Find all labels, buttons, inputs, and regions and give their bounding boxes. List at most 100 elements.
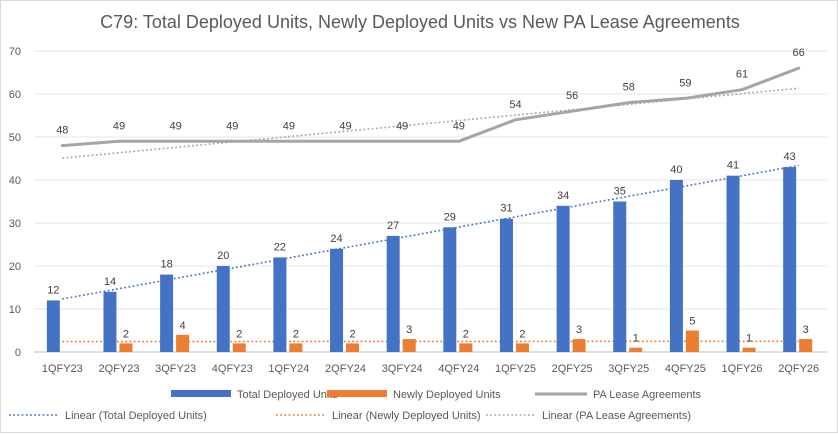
label-pa-1QFY25: 54 <box>509 99 521 111</box>
y-tick-label-70: 70 <box>9 46 21 58</box>
legend-label-1: Total Deployed Units <box>237 389 338 401</box>
label-pa-2QFY23: 49 <box>113 120 125 132</box>
x-tick-label-1QFY23: 1QFY23 <box>42 363 83 375</box>
bar-total-1QFY23 <box>47 300 60 352</box>
x-tick-label-1QFY24: 1QFY24 <box>268 363 309 375</box>
bar-new-3QFY25 <box>629 348 642 352</box>
label-pa-4QFY25: 59 <box>679 77 691 89</box>
label-pa-1QFY26: 61 <box>736 69 748 81</box>
x-tick-label-3QFY25: 3QFY25 <box>608 363 649 375</box>
label-pa-2QFY24: 49 <box>339 120 351 132</box>
chart-title: C79: Total Deployed Units, Newly Deploye… <box>100 12 740 32</box>
y-tick-label-40: 40 <box>9 175 21 187</box>
label-total-1QFY26: 41 <box>727 160 739 172</box>
label-pa-2QFY25: 56 <box>566 90 578 102</box>
legend-swatch-2 <box>327 390 387 397</box>
label-new-4QFY24: 2 <box>463 328 469 340</box>
y-tick-label-30: 30 <box>9 218 21 230</box>
bar-total-2QFY26 <box>783 167 796 352</box>
label-new-2QFY23: 2 <box>123 328 129 340</box>
bar-new-1QFY24 <box>289 343 302 352</box>
x-tick-label-2QFY26: 2QFY26 <box>778 363 819 375</box>
bar-total-4QFY25 <box>670 180 683 352</box>
label-total-2QFY23: 14 <box>104 276 116 288</box>
x-axis-ticks: 1QFY23 2QFY23 3QFY23 4QFY23 1QFY24 2QFY24 3QFY… <box>42 363 819 375</box>
bar-new-4QFY25 <box>686 331 699 353</box>
x-tick-label-2QFY24: 2QFY24 <box>325 363 366 375</box>
y-tick-label-50: 50 <box>9 132 21 144</box>
label-pa-4QFY24: 49 <box>453 120 465 132</box>
x-tick-label-4QFY25: 4QFY25 <box>665 363 706 375</box>
bar-new-3QFY24 <box>403 339 416 352</box>
bar-new-1QFY26 <box>743 348 756 352</box>
bar-new-4QFY23 <box>233 343 246 352</box>
label-total-4QFY24: 29 <box>444 211 456 223</box>
bar-total-1QFY24 <box>273 257 286 352</box>
x-tick-label-2QFY25: 2QFY25 <box>552 363 593 375</box>
label-pa-1QFY24: 49 <box>283 120 295 132</box>
bar-new-2QFY23 <box>119 343 132 352</box>
x-tick-label-4QFY23: 4QFY23 <box>212 363 253 375</box>
legend-trend-label-1: Linear (Total Deployed Units) <box>65 410 207 422</box>
label-total-2QFY26: 43 <box>784 151 796 163</box>
legend-label-2: Newly Deployed Units <box>393 389 501 401</box>
label-total-3QFY24: 27 <box>387 220 399 232</box>
bar-new-2QFY25 <box>573 339 586 352</box>
label-new-3QFY23: 4 <box>180 320 186 332</box>
label-total-1QFY23: 12 <box>47 284 59 296</box>
bar-new-3QFY23 <box>176 335 189 352</box>
bar-total-2QFY24 <box>330 249 343 352</box>
bar-total-4QFY24 <box>443 227 456 352</box>
y-tick-label-0: 0 <box>15 347 21 359</box>
legend: Total Deployed Units Newly Deployed Units… <box>9 389 702 422</box>
label-new-2QFY24: 2 <box>349 328 355 340</box>
label-new-2QFY26: 3 <box>803 324 809 336</box>
x-tick-label-4QFY24: 4QFY24 <box>438 363 479 375</box>
label-new-1QFY24: 2 <box>293 328 299 340</box>
label-new-1QFY26: 1 <box>746 333 752 345</box>
label-total-2QFY24: 24 <box>330 233 342 245</box>
x-tick-label-1QFY26: 1QFY26 <box>722 363 763 375</box>
bar-total-1QFY25 <box>500 219 513 352</box>
bar-total-4QFY23 <box>217 266 230 352</box>
bar-total-1QFY26 <box>727 176 740 352</box>
label-total-4QFY25: 40 <box>670 164 682 176</box>
label-pa-3QFY25: 58 <box>623 82 635 94</box>
label-total-3QFY23: 18 <box>160 259 172 271</box>
label-pa-2QFY26: 66 <box>793 47 805 59</box>
y-tick-label-10: 10 <box>9 304 21 316</box>
label-pa-1QFY23: 48 <box>56 125 68 137</box>
label-new-3QFY24: 3 <box>406 324 412 336</box>
label-total-1QFY24: 22 <box>274 241 286 253</box>
label-new-3QFY25: 1 <box>633 333 639 345</box>
bar-new-4QFY24 <box>459 343 472 352</box>
legend-trend-label-3: Linear (PA Lease Agreements) <box>542 410 691 422</box>
x-tick-label-2QFY23: 2QFY23 <box>98 363 139 375</box>
x-tick-label-1QFY25: 1QFY25 <box>495 363 536 375</box>
label-total-4QFY23: 20 <box>217 250 229 262</box>
bar-total-2QFY25 <box>557 206 570 352</box>
x-tick-label-3QFY23: 3QFY23 <box>155 363 196 375</box>
bar-total-2QFY23 <box>103 292 116 352</box>
label-new-4QFY25: 5 <box>689 316 695 328</box>
bar-total-3QFY24 <box>387 236 400 352</box>
legend-trend-label-2: Linear (Newly Deployed Units) <box>332 410 481 422</box>
legend-swatch-1 <box>171 390 231 397</box>
label-new-2QFY25: 3 <box>576 324 582 336</box>
label-pa-4QFY23: 49 <box>226 120 238 132</box>
label-total-1QFY25: 31 <box>500 203 512 215</box>
bar-new-2QFY26 <box>799 339 812 352</box>
bar-total-3QFY25 <box>613 202 626 353</box>
bar-total-3QFY23 <box>160 275 173 352</box>
bar-new-1QFY25 <box>516 343 529 352</box>
legend-label-3: PA Lease Agreements <box>593 389 702 401</box>
y-tick-label-60: 60 <box>9 89 21 101</box>
x-tick-label-3QFY24: 3QFY24 <box>382 363 423 375</box>
label-total-2QFY25: 34 <box>557 190 569 202</box>
label-pa-3QFY24: 49 <box>396 120 408 132</box>
label-total-3QFY25: 35 <box>614 186 626 198</box>
bar-new-2QFY24 <box>346 343 359 352</box>
